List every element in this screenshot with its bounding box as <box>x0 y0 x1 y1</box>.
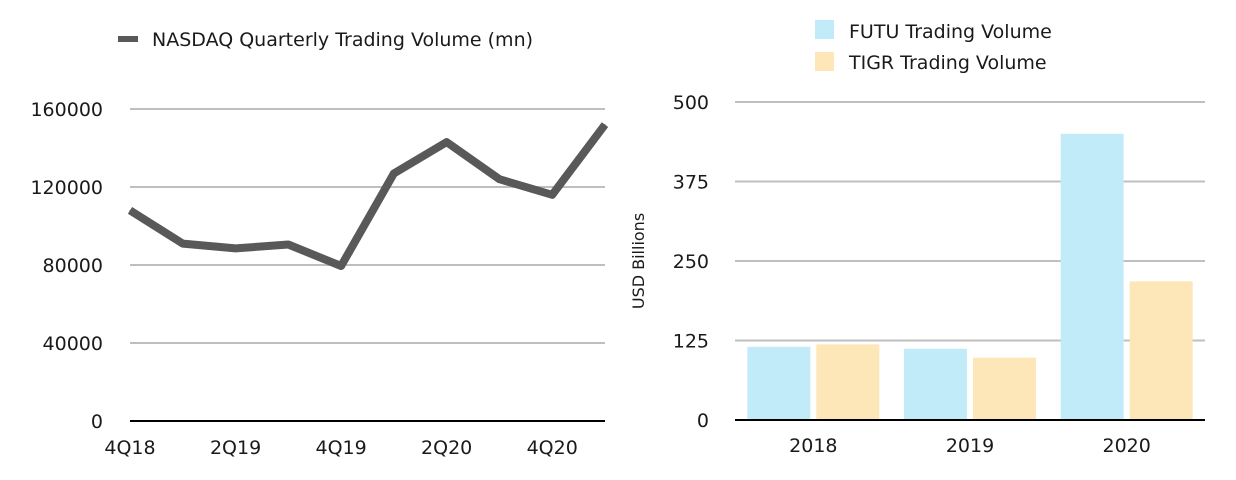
bar-futu-2018 <box>747 346 811 420</box>
bar-futu-2019 <box>904 348 967 420</box>
x-tick-label: 2018 <box>789 435 837 457</box>
data-point <box>182 243 184 245</box>
y-tick-label: 160000 <box>30 99 103 121</box>
y-tick-label: 375 <box>673 172 709 194</box>
y-tick-label: 0 <box>91 411 103 433</box>
legend-swatch-futu <box>815 20 834 39</box>
x-tick-label: 4Q18 <box>104 437 155 459</box>
x-tick-label: 2Q20 <box>421 437 472 459</box>
data-point <box>340 265 342 267</box>
y-tick-label: 500 <box>673 92 709 114</box>
y-tick-label: 125 <box>673 331 709 353</box>
data-point <box>235 247 237 249</box>
line-chart-panel: 0 40000 80000 120000 160000 4Q18 2Q19 4Q19 2Q20 4… <box>30 29 609 459</box>
y-tick-label: 250 <box>673 251 709 273</box>
bar-chart-panel: 0 125 250 375 500 USD Billions 2018 2019 2020 FUT… <box>629 20 1205 457</box>
legend-swatch-tigr <box>815 52 834 71</box>
x-tick-label: 4Q20 <box>527 437 578 459</box>
data-point <box>604 124 606 126</box>
y-tick-label: 120000 <box>30 177 103 199</box>
x-tick-label: 4Q19 <box>315 437 366 459</box>
data-point <box>287 244 289 246</box>
bar-tigr-2020 <box>1129 281 1193 420</box>
x-tick-label: 2019 <box>946 435 994 457</box>
data-point <box>393 172 395 174</box>
legend-label-futu: FUTU Trading Volume <box>849 21 1052 43</box>
y-tick-label: 40000 <box>43 333 103 355</box>
bar-tigr-2018 <box>816 344 880 420</box>
y-axis-title: USD Billions <box>629 213 648 309</box>
data-point <box>446 141 448 143</box>
nasdaq-volume-line <box>127 122 609 270</box>
bar-tigr-2019 <box>973 357 1036 420</box>
y-tick-label: 80000 <box>43 255 103 277</box>
legend-label-nasdaq: NASDAQ Quarterly Trading Volume (mn) <box>152 29 533 51</box>
legend-label-tigr: TIGR Trading Volume <box>848 52 1047 74</box>
y-tick-label: 0 <box>697 410 709 432</box>
x-tick-label: 2Q19 <box>210 437 261 459</box>
data-point <box>551 194 553 196</box>
bar-futu-2020 <box>1060 133 1124 421</box>
data-point <box>129 209 131 211</box>
data-point <box>498 178 500 180</box>
x-tick-label: 2020 <box>1102 435 1150 457</box>
